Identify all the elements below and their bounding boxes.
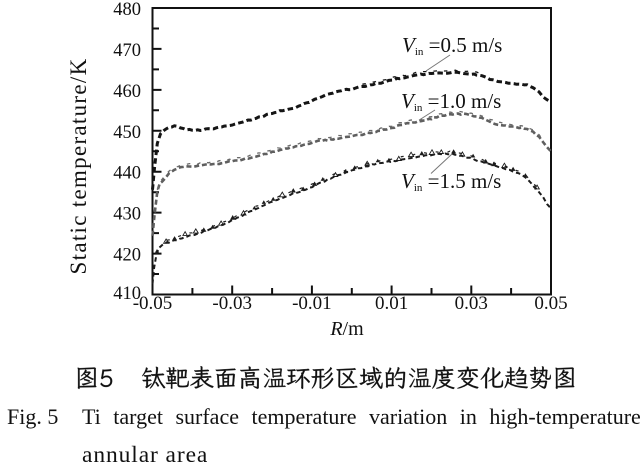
svg-text:460: 460 <box>113 82 141 102</box>
svg-text:Static temperature/K: Static temperature/K <box>66 58 91 275</box>
svg-text:0.05: 0.05 <box>534 293 567 314</box>
svg-text:430: 430 <box>113 205 141 225</box>
svg-text:440: 440 <box>113 164 141 184</box>
svg-text:410: 410 <box>113 284 141 304</box>
svg-text:450: 450 <box>113 123 141 143</box>
svg-text:470: 470 <box>113 41 141 61</box>
svg-text:-0.03: -0.03 <box>212 293 252 314</box>
svg-text:-0.05: -0.05 <box>133 293 173 314</box>
svg-text:annular area: annular area <box>82 442 208 468</box>
svg-text:-0.01: -0.01 <box>292 293 332 314</box>
svg-text:0.03: 0.03 <box>455 293 488 314</box>
svg-text:0.01: 0.01 <box>375 293 408 314</box>
svg-text:Ti target surface temperature: Ti target surface temperature variation … <box>82 404 641 429</box>
svg-text:R/m: R/m <box>329 318 364 340</box>
svg-text:420: 420 <box>113 246 141 266</box>
svg-text:Vin =1.5 m/s: Vin =1.5 m/s <box>401 169 501 194</box>
svg-text:Fig. 5: Fig. 5 <box>7 404 58 429</box>
svg-text:Vin =1.0 m/s: Vin =1.0 m/s <box>401 89 501 114</box>
svg-text:480: 480 <box>113 0 141 20</box>
svg-text:Vin =0.5 m/s: Vin =0.5 m/s <box>402 33 502 58</box>
